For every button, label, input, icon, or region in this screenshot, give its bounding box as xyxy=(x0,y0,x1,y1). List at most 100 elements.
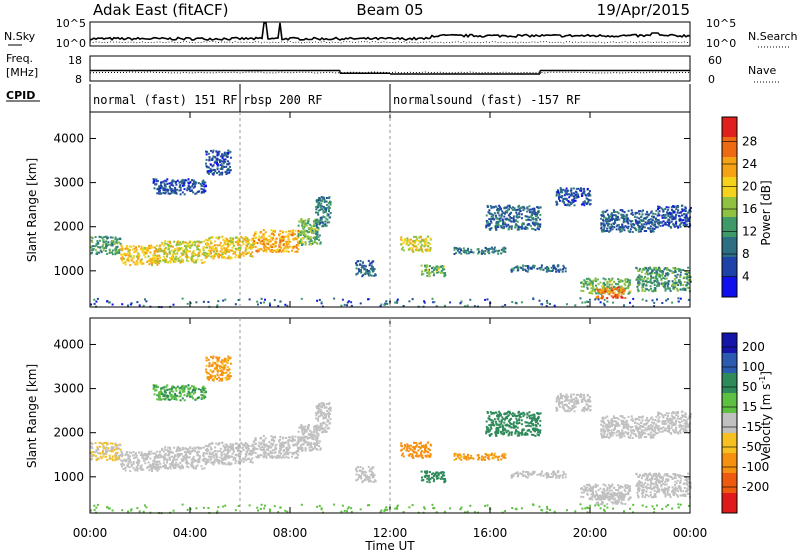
power-cell xyxy=(641,283,644,286)
power-cell xyxy=(668,224,670,227)
power-cell xyxy=(200,241,203,243)
power-cell xyxy=(601,295,604,297)
velocity-cell xyxy=(174,394,177,397)
velocity-cell xyxy=(118,447,121,450)
power-cell xyxy=(346,304,348,307)
power-cell xyxy=(455,247,458,249)
power-cell xyxy=(503,249,506,252)
power-cell xyxy=(425,237,427,240)
power-cell xyxy=(427,248,430,251)
power-cell xyxy=(575,195,578,198)
power-cell xyxy=(159,192,162,194)
power-cell xyxy=(614,221,617,224)
power-cell xyxy=(494,249,497,252)
power-cell xyxy=(634,219,637,222)
power-cell xyxy=(246,243,249,246)
velocity-cell xyxy=(314,426,317,428)
power-cell xyxy=(517,205,520,208)
power-cell xyxy=(187,182,190,185)
velocity-cell xyxy=(287,449,290,452)
velocity-cell xyxy=(315,437,318,440)
power-cell xyxy=(187,250,190,253)
power-cell xyxy=(562,188,565,191)
power-cell xyxy=(208,246,211,249)
velocity-cell xyxy=(173,398,176,401)
power-cell xyxy=(622,291,625,294)
power-cell xyxy=(620,287,623,290)
power-cell xyxy=(686,217,689,220)
power-cell xyxy=(198,249,201,252)
power-cell xyxy=(127,249,130,252)
power-cell xyxy=(181,254,184,257)
velocity-cell xyxy=(299,446,302,449)
power-cell xyxy=(650,211,652,214)
power-cell xyxy=(369,274,371,276)
velocity-cell xyxy=(207,460,210,463)
power-cell xyxy=(589,279,592,282)
power-cell xyxy=(145,300,148,303)
power-cell xyxy=(647,289,650,292)
power-cell xyxy=(614,218,617,221)
power-cell xyxy=(580,285,583,288)
power-cell xyxy=(116,245,119,248)
power-cell xyxy=(554,268,557,271)
power-cell xyxy=(600,222,603,225)
power-cell xyxy=(175,244,178,247)
cpid-row: normal (fast) 151 RF rbsp 200 RF normalsou… xyxy=(89,84,691,112)
power-cell xyxy=(301,243,304,246)
power-cell xyxy=(319,206,322,208)
velocity-cell xyxy=(104,452,107,455)
power-cell xyxy=(676,287,679,290)
cpid-label: CPID xyxy=(6,89,35,102)
velocity-cell xyxy=(177,466,180,468)
velocity-cell xyxy=(310,432,313,435)
power-cell xyxy=(670,213,673,216)
power-cell xyxy=(317,203,320,206)
power-cell xyxy=(623,304,625,307)
power-cell xyxy=(620,292,623,295)
velocity-cell xyxy=(252,440,255,443)
power-cell xyxy=(571,202,573,205)
velocity-cell xyxy=(202,452,205,455)
velocity-cell xyxy=(110,450,113,453)
velocity-cell xyxy=(262,447,265,450)
velocity-cell xyxy=(186,451,189,454)
power-cell xyxy=(641,289,644,292)
power-cell xyxy=(510,227,513,230)
power-cell xyxy=(518,212,521,215)
velocity-cell xyxy=(114,454,117,457)
power-cell xyxy=(671,209,674,212)
velocity-cell xyxy=(276,454,279,457)
power-cell xyxy=(368,298,371,301)
power-cell xyxy=(685,284,688,287)
power-cell xyxy=(616,295,619,298)
power-cell xyxy=(492,205,494,208)
velocity-cell xyxy=(315,438,318,441)
power-cell xyxy=(324,225,327,227)
power-cell xyxy=(652,290,655,293)
power-cell xyxy=(642,285,645,288)
power-cell xyxy=(246,245,249,247)
velocity-cell xyxy=(114,442,117,445)
power-cell xyxy=(494,214,497,217)
power-cell xyxy=(606,224,609,227)
power-cell xyxy=(148,244,150,247)
power-cell xyxy=(620,216,623,219)
velocity-cell xyxy=(271,456,274,459)
velocity-cell xyxy=(286,446,289,449)
power-cell xyxy=(490,206,493,209)
velocity-cell xyxy=(303,432,306,434)
velocity-cell xyxy=(296,443,299,445)
power-cell xyxy=(674,267,677,269)
velocity-cell xyxy=(259,446,262,449)
velocity-cell xyxy=(208,443,211,446)
power-cell xyxy=(559,196,562,199)
power-cell xyxy=(253,240,255,243)
velocity-cell xyxy=(221,459,224,462)
power-cell xyxy=(492,214,495,217)
power-cell xyxy=(100,236,103,239)
power-cell xyxy=(572,187,575,190)
velocity-cell xyxy=(269,446,272,449)
velocity-cell xyxy=(285,437,288,439)
power-cell xyxy=(438,266,441,269)
